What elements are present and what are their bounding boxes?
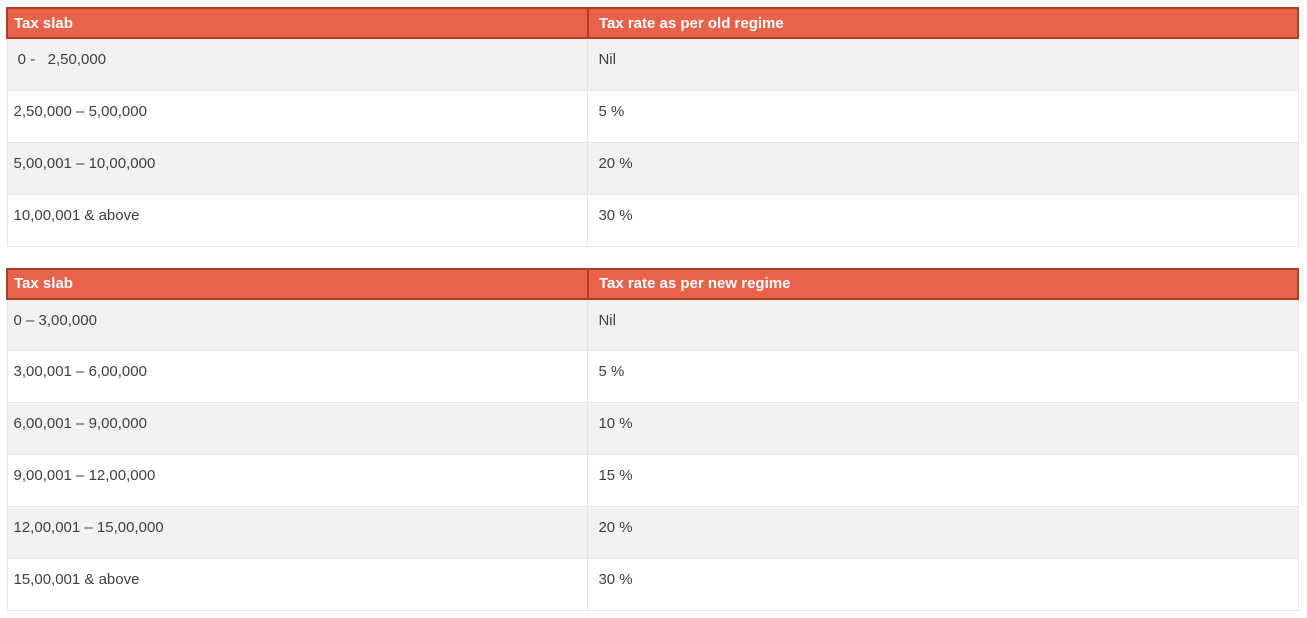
table-row: 5,00,001 – 10,00,000 20 %	[6, 141, 1299, 195]
tax-slab-cell: 10,00,001 & above	[6, 193, 589, 247]
new-regime-header-row: Tax slab Tax rate as per new regime	[6, 267, 1300, 300]
table-row: 12,00,001 – 15,00,000 20 %	[6, 506, 1299, 559]
table-row: 3,00,001 – 6,00,000 5 %	[6, 350, 1299, 403]
tax-slab-cell: 9,00,001 – 12,00,000	[6, 454, 589, 507]
table-row: 2,50,000 – 5,00,000 5 %	[6, 89, 1299, 143]
tax-rate-cell: 30 %	[587, 193, 1299, 247]
table-row: 10,00,001 & above 30 %	[6, 193, 1299, 247]
tax-slab-cell: 6,00,001 – 9,00,000	[6, 402, 589, 455]
old-regime-header-tax-rate: Tax rate as per old regime	[586, 7, 1300, 39]
tax-slab-cell: 5,00,001 – 10,00,000	[6, 141, 589, 195]
tax-slab-cell: 3,00,001 – 6,00,000	[6, 350, 589, 403]
old-regime-tax-table: Tax slab Tax rate as per old regime 0 - …	[6, 7, 1300, 247]
old-regime-header-tax-slab: Tax slab	[6, 7, 589, 39]
tax-rate-cell: 20 %	[587, 506, 1299, 559]
tax-slab-cell: 0 – 3,00,000	[6, 298, 589, 351]
table-row: 6,00,001 – 9,00,000 10 %	[6, 402, 1299, 455]
tax-slab-cell: 12,00,001 – 15,00,000	[6, 506, 589, 559]
table-row: 15,00,001 & above 30 %	[6, 558, 1299, 611]
tax-rate-cell: 10 %	[587, 402, 1299, 455]
tax-slab-cell: 15,00,001 & above	[6, 558, 589, 611]
new-regime-header-tax-rate: Tax rate as per new regime	[586, 267, 1300, 300]
new-regime-tax-table: Tax slab Tax rate as per new regime 0 – …	[6, 267, 1300, 611]
table-row: 0 - 2,50,000 Nil	[6, 37, 1299, 91]
tax-rate-cell: 30 %	[587, 558, 1299, 611]
new-regime-header-tax-slab: Tax slab	[6, 267, 589, 300]
table-row: 0 – 3,00,000 Nil	[6, 298, 1299, 351]
tax-rate-cell: 20 %	[587, 141, 1299, 195]
table-row: 9,00,001 – 12,00,000 15 %	[6, 454, 1299, 507]
tax-rate-cell: 5 %	[587, 350, 1299, 403]
tax-rate-cell: Nil	[587, 298, 1299, 351]
tax-rate-cell: 5 %	[587, 89, 1299, 143]
tax-slab-cell: 0 - 2,50,000	[6, 37, 589, 91]
tax-rate-cell: Nil	[587, 37, 1299, 91]
tax-slab-cell: 2,50,000 – 5,00,000	[6, 89, 589, 143]
old-regime-header-row: Tax slab Tax rate as per old regime	[6, 7, 1300, 39]
tax-rate-cell: 15 %	[587, 454, 1299, 507]
